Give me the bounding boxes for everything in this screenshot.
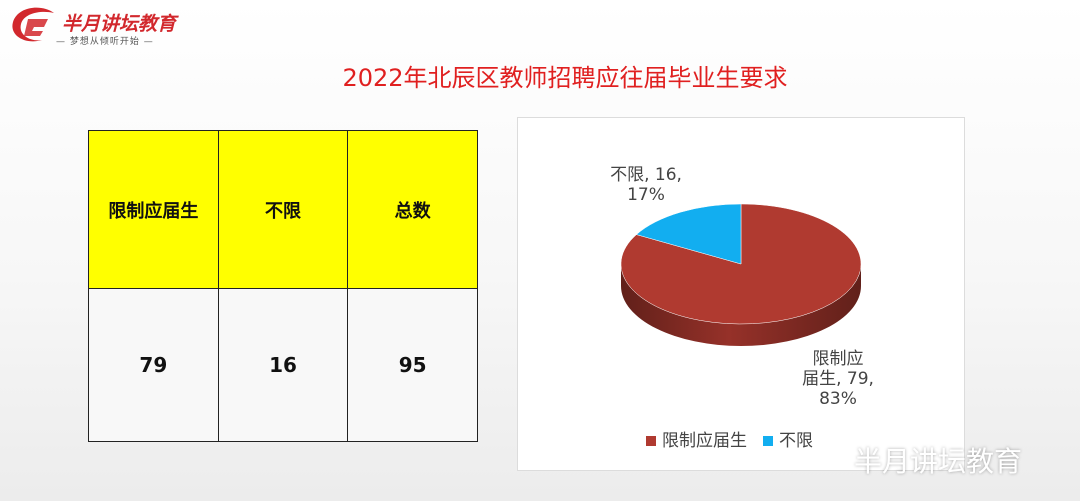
legend-swatch-1	[763, 436, 773, 446]
logo-swoosh-icon	[12, 7, 55, 42]
pie-side-wall	[621, 264, 861, 346]
value-cell-unrestricted: 16	[217, 288, 349, 442]
header-cell-restricted: 限制应届生	[88, 130, 219, 289]
legend-label-1: 不限	[779, 431, 813, 451]
table-header-row: 限制应届生 不限 总数	[88, 130, 478, 289]
pie-chart-svg: 限制应届生, 79, 83% 不限, 16, 17% 限制应届生 不限	[610, 165, 874, 451]
pie-slice-1	[635, 203, 742, 265]
value-cell-total: 95	[347, 288, 478, 442]
logo: 半月讲坛教育 — 梦想从倾听开始 —	[8, 4, 193, 47]
logo-slogan: — 梦想从倾听开始 —	[56, 37, 154, 47]
header-cell-total: 总数	[347, 130, 478, 289]
data-label-0: 限制应届生, 79, 83%	[802, 349, 874, 409]
data-label-1: 不限, 16, 17%	[610, 165, 682, 205]
data-table: 限制应届生 不限 总数 79 16 95	[88, 130, 478, 442]
legend-swatch-0	[646, 436, 656, 446]
legend-label-0: 限制应届生	[662, 431, 747, 451]
page-title: 2022年北辰区教师招聘应往届毕业生要求	[342, 64, 788, 92]
value-cell-restricted: 79	[88, 288, 219, 442]
header-cell-unrestricted: 不限	[217, 130, 349, 289]
watermark: 半月讲坛教育	[854, 445, 1023, 478]
pie-chart: 限制应届生, 79, 83% 不限, 16, 17% 限制应届生 不限	[517, 117, 965, 471]
table-row: 79 16 95	[88, 288, 478, 442]
pie-slice-0	[620, 203, 862, 325]
logo-name: 半月讲坛教育	[62, 13, 177, 35]
